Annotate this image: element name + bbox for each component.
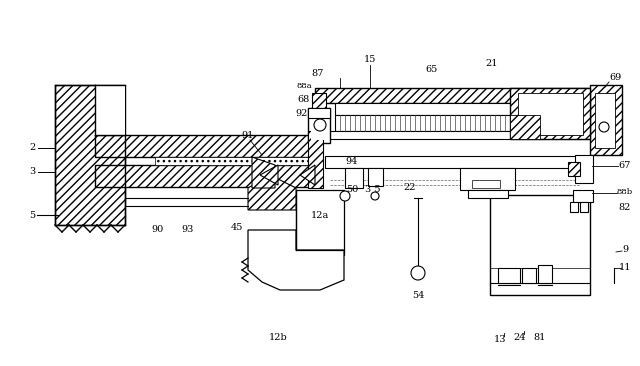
Bar [345, 168, 363, 188]
Bar [575, 155, 593, 183]
Circle shape [599, 122, 609, 132]
Bar [498, 268, 520, 283]
Bar [311, 111, 327, 140]
Text: 3: 3 [29, 168, 35, 176]
Circle shape [340, 191, 350, 201]
Text: 94: 94 [346, 157, 358, 167]
Bar [55, 85, 125, 225]
Bar [570, 202, 578, 212]
Text: 11: 11 [619, 262, 631, 272]
Text: 90: 90 [152, 225, 164, 235]
Text: 3 5: 3 5 [365, 186, 381, 194]
Bar [580, 202, 588, 212]
Bar [595, 93, 615, 148]
Circle shape [371, 192, 379, 200]
Circle shape [411, 266, 425, 280]
Bar [335, 115, 585, 131]
Text: 82: 82 [619, 203, 631, 213]
Text: 54: 54 [412, 291, 424, 299]
Text: 81: 81 [534, 333, 546, 343]
Bar [368, 168, 383, 186]
Text: 5: 5 [29, 210, 35, 220]
Bar [573, 190, 593, 202]
Bar [308, 108, 330, 118]
Text: 91: 91 [242, 131, 254, 139]
Bar [308, 131, 323, 188]
Text: 12b: 12b [269, 333, 287, 343]
Text: 13: 13 [493, 336, 506, 344]
Text: 88a: 88a [296, 82, 312, 90]
Text: 45: 45 [231, 224, 243, 232]
Bar [510, 88, 590, 139]
Bar [460, 168, 515, 190]
Polygon shape [252, 157, 275, 188]
Text: 21: 21 [486, 60, 499, 68]
Bar [325, 156, 580, 168]
Text: 67: 67 [619, 161, 631, 169]
Text: 9: 9 [622, 246, 628, 254]
Text: 15: 15 [364, 56, 376, 64]
Polygon shape [260, 165, 278, 185]
Bar [335, 103, 585, 115]
Text: 87: 87 [312, 70, 324, 78]
Bar [490, 195, 590, 295]
Text: 69: 69 [609, 74, 621, 82]
Bar [468, 190, 508, 198]
Bar [568, 162, 580, 176]
Bar [472, 180, 500, 188]
Text: 12a: 12a [311, 212, 329, 220]
Bar [95, 135, 315, 157]
Polygon shape [300, 165, 315, 185]
Bar [95, 85, 125, 135]
Bar [590, 85, 622, 155]
Text: 88b: 88b [617, 188, 633, 196]
Bar [315, 131, 590, 139]
Circle shape [314, 119, 326, 131]
Bar [522, 268, 536, 283]
Text: 68: 68 [297, 94, 309, 104]
Text: 24: 24 [514, 333, 526, 343]
Text: 92: 92 [296, 108, 308, 117]
Bar [296, 190, 344, 255]
Bar [510, 115, 540, 139]
Bar [315, 88, 590, 103]
Text: 22: 22 [404, 183, 416, 193]
Bar [308, 108, 330, 143]
Bar [518, 93, 583, 135]
Bar [518, 93, 583, 135]
Text: 65: 65 [426, 66, 438, 75]
Polygon shape [248, 175, 296, 210]
Bar [155, 157, 315, 165]
Text: 50: 50 [346, 186, 358, 194]
Bar [312, 93, 326, 108]
Bar [95, 165, 315, 187]
Text: 2: 2 [29, 143, 35, 153]
Bar [538, 265, 552, 283]
Text: 93: 93 [182, 225, 194, 235]
Polygon shape [248, 230, 344, 290]
